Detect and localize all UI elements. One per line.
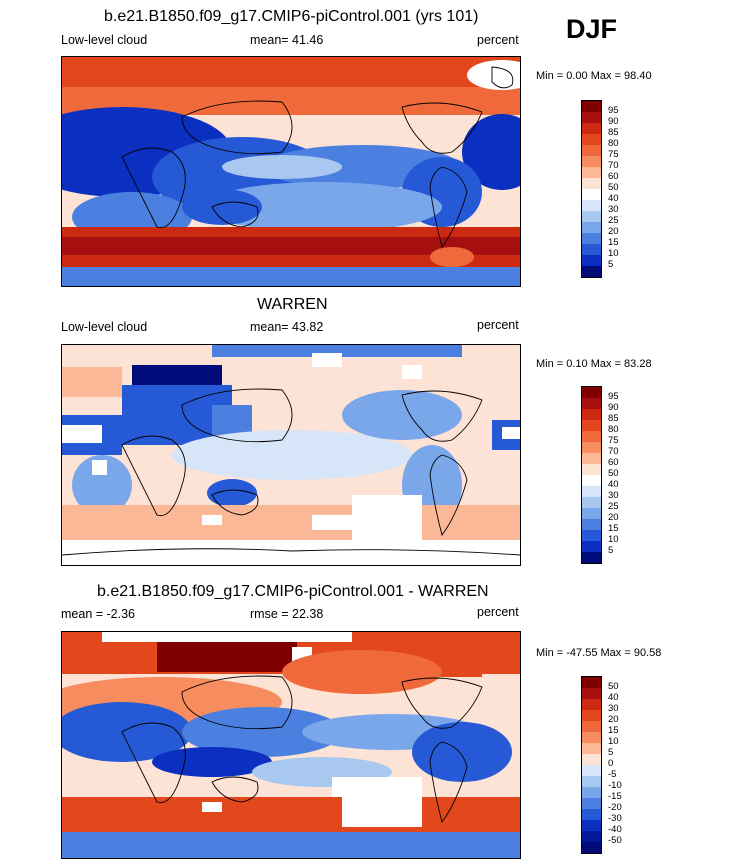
panel1-colorbar-tick: 50 <box>608 182 619 193</box>
panel2-colorbar-tick: 60 <box>608 457 619 468</box>
panel1-colorbar-tick: 85 <box>608 127 619 138</box>
panel3-colorbar <box>581 676 602 854</box>
panel2-mean-label: mean= 43.82 <box>250 320 324 334</box>
panel2-colorbar-tick: 85 <box>608 413 619 424</box>
panel2-colorbar-tick: 40 <box>608 479 619 490</box>
panel3-colorbar-tick: 15 <box>608 725 619 736</box>
panel2-map <box>61 344 521 566</box>
panel1-colorbar-tick: 40 <box>608 193 619 204</box>
panel3-colorbar-tick: 50 <box>608 681 619 692</box>
panel2-colorbar-tick: 50 <box>608 468 619 479</box>
panel2-colorbar-tick: 80 <box>608 424 619 435</box>
panel1-colorbar-tick: 75 <box>608 149 619 160</box>
panel2-colorbar-tick: 75 <box>608 435 619 446</box>
panel1-mean-label: mean= 41.46 <box>250 33 324 47</box>
panel3-minmax: Min = -47.55 Max = 90.58 <box>536 647 662 659</box>
panel2-colorbar-tick: 5 <box>608 545 614 556</box>
panel3-colorbar-tick: 40 <box>608 692 619 703</box>
panel1-colorbar-tick: 60 <box>608 171 619 182</box>
panel1-variable-label: Low-level cloud <box>61 33 148 47</box>
panel3-colorbar-tick: -30 <box>608 813 622 824</box>
panel1-colorbar-tick: 10 <box>608 248 619 259</box>
panel1-colorbar-tick: 70 <box>608 160 619 171</box>
panel3-units-label: percent <box>477 605 519 619</box>
panel1-colorbar <box>581 100 602 278</box>
season-label: DJF <box>566 14 618 44</box>
panel1-map-field <box>62 57 520 286</box>
panel3-colorbar-tick: -40 <box>608 824 622 835</box>
panel2-colorbar <box>581 386 602 564</box>
panel3-colorbar-tick: 20 <box>608 714 619 725</box>
panel3-colorbar-tick: -20 <box>608 802 622 813</box>
panel3-colorbar-tick: 30 <box>608 703 619 714</box>
panel2-colorbar-tick: 70 <box>608 446 619 457</box>
panel3-map <box>61 631 521 859</box>
panel1-colorbar-tick: 90 <box>608 116 619 127</box>
panel3-colorbar-tick: -15 <box>608 791 622 802</box>
panel1-colorbar-tick: 15 <box>608 237 619 248</box>
panel3-title: b.e21.B1850.f09_g17.CMIP6-piControl.001 … <box>97 583 489 600</box>
panel1-units-label: percent <box>477 33 519 47</box>
panel1-map <box>61 56 521 287</box>
panel3-colorbar-tick: -50 <box>608 835 622 846</box>
panel3-colorbar-tick: 10 <box>608 736 619 747</box>
panel1-colorbar-tick: 95 <box>608 105 619 116</box>
panel3-colorbar-tick: 0 <box>608 758 614 769</box>
panel2-colorbar-tick: 30 <box>608 490 619 501</box>
panel1-minmax: Min = 0.00 Max = 98.40 <box>536 70 652 82</box>
panel2-colorbar-tick: 95 <box>608 391 619 402</box>
panel3-colorbar-tick: -5 <box>608 769 617 780</box>
panel2-variable-label: Low-level cloud <box>61 320 148 334</box>
panel3-map-field <box>62 632 520 858</box>
panel3-mean-label: mean = -2.36 <box>61 607 136 621</box>
panel2-colorbar-tick: 20 <box>608 512 619 523</box>
panel1-colorbar-tick: 20 <box>608 226 619 237</box>
panel1-colorbar-tick: 30 <box>608 204 619 215</box>
panel2-colorbar-tick: 10 <box>608 534 619 545</box>
panel3-rmse-label: rmse = 22.38 <box>250 607 324 621</box>
panel1-colorbar-tick: 25 <box>608 215 619 226</box>
panel2-units-label: percent <box>477 318 519 332</box>
panel2-minmax: Min = 0.10 Max = 83.28 <box>536 358 652 370</box>
panel2-map-field <box>62 345 520 565</box>
panel2-colorbar-tick: 15 <box>608 523 619 534</box>
panel2-title: WARREN <box>257 296 328 313</box>
panel1-colorbar-tick: 5 <box>608 259 614 270</box>
panel2-colorbar-tick: 90 <box>608 402 619 413</box>
panel3-colorbar-tick: 5 <box>608 747 614 758</box>
panel1-colorbar-tick: 80 <box>608 138 619 149</box>
panel3-colorbar-tick: -10 <box>608 780 622 791</box>
panel1-title: b.e21.B1850.f09_g17.CMIP6-piControl.001 … <box>104 8 479 25</box>
panel2-colorbar-tick: 25 <box>608 501 619 512</box>
